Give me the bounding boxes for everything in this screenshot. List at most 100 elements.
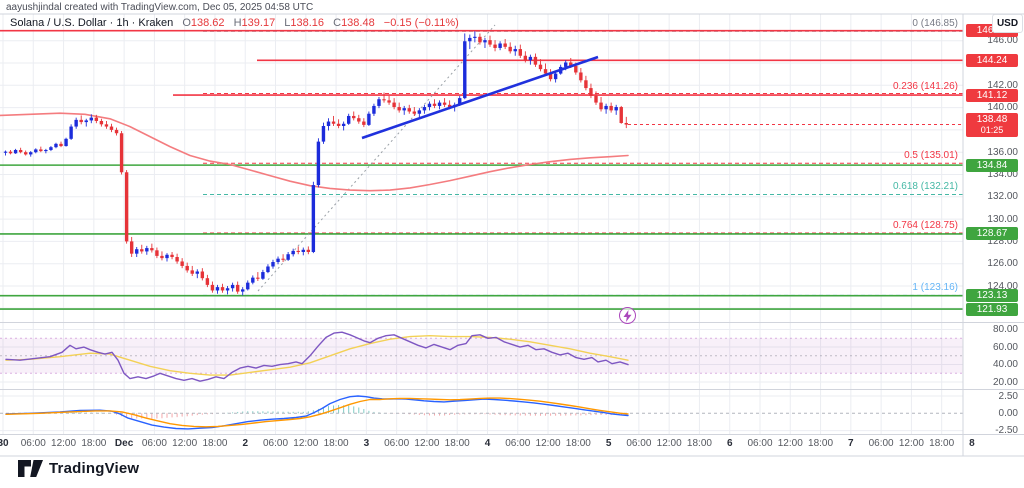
time-axis-label: 12:00 <box>656 438 682 449</box>
candle-body <box>39 149 43 152</box>
time-axis-label: 06:00 <box>263 438 289 449</box>
time-axis-label: 06:00 <box>505 438 531 449</box>
candle-body <box>458 98 462 105</box>
candle-body <box>271 262 275 267</box>
flash-icon[interactable] <box>619 307 636 324</box>
candle-body <box>256 277 260 279</box>
candle-body <box>311 185 316 252</box>
time-axis-label: 12:00 <box>293 438 319 449</box>
time-axis-label: 18:00 <box>444 438 470 449</box>
macd-axis-label: 2.50 <box>998 390 1018 402</box>
candle-body <box>503 43 507 47</box>
candle-body <box>8 151 13 154</box>
candle-body <box>99 120 104 125</box>
price-badge-128.67: 128.67 <box>966 227 1018 241</box>
time-axis-label: 5 <box>605 438 612 449</box>
candle-body <box>468 37 472 42</box>
price-badge-134.84: 134.84 <box>966 158 1018 172</box>
candle-body <box>473 36 477 38</box>
candle-body <box>281 258 285 260</box>
candle-body <box>574 65 578 73</box>
candle-body <box>518 49 522 56</box>
lightning-glyph <box>623 310 632 322</box>
price-axis-label: 146.00 <box>987 35 1018 47</box>
candle-body <box>397 107 401 111</box>
candle-body <box>483 40 487 43</box>
candle-body <box>200 271 205 279</box>
candle-body <box>170 254 174 258</box>
candle-body <box>190 270 194 274</box>
legend[interactable]: Solana / U.S. Dollar · 1h · Kraken O138.… <box>10 17 459 29</box>
price-badge-138.48: 138.48 01:25 <box>966 112 1018 137</box>
currency-toggle-button[interactable]: USD <box>992 14 1023 33</box>
candle-body <box>533 56 538 65</box>
candle-body <box>23 152 28 155</box>
fib-label: 0.764 (128.75) <box>892 220 958 232</box>
candle-body <box>119 133 124 173</box>
candle-body <box>367 113 371 125</box>
candle-body <box>392 102 396 108</box>
candle-body <box>589 88 593 96</box>
candle-body <box>246 282 250 290</box>
candle-body <box>286 254 290 260</box>
candle-body <box>442 102 447 105</box>
candle-body <box>225 288 230 291</box>
open-label: O <box>182 17 191 29</box>
time-axis-label: 3 <box>363 438 370 449</box>
time-axis-label: 2 <box>242 438 249 449</box>
candle-body <box>261 272 265 279</box>
tradingview-logo[interactable]: TradingView <box>18 459 139 478</box>
close-label: C <box>333 17 342 29</box>
time-axis-label: 06:00 <box>626 438 652 449</box>
candle-body <box>235 284 240 292</box>
price-axis-label: 140.00 <box>987 102 1018 114</box>
candle-body <box>584 80 588 89</box>
candle-body <box>18 149 23 153</box>
fib-label: 0 (146.85) <box>912 18 958 30</box>
price-axis-label: 124.00 <box>987 280 1018 292</box>
candle-body <box>341 123 346 126</box>
candle-body <box>437 102 442 106</box>
candle-body <box>346 115 351 124</box>
candle-body <box>266 266 270 273</box>
candle-body <box>604 105 608 110</box>
time-axis-label: 18:00 <box>686 438 712 449</box>
candle-body <box>412 111 417 114</box>
candle-body <box>129 241 134 254</box>
candle-body <box>382 99 386 101</box>
macd-axis-label: 0.00 <box>998 407 1018 419</box>
candle-body <box>59 143 63 147</box>
candle-body <box>195 271 199 274</box>
close-value: 138.48 <box>341 17 375 29</box>
time-axis-label: 18:00 <box>323 438 349 449</box>
candle-body <box>422 107 427 111</box>
price-axis-label: 142.00 <box>987 79 1018 91</box>
candle-body <box>205 278 210 285</box>
candle-body <box>619 107 623 123</box>
high-label: H <box>233 17 242 29</box>
candle-body <box>564 62 568 67</box>
candle-body <box>89 117 93 121</box>
time-axis-label: 18:00 <box>808 438 834 449</box>
candle-body <box>94 117 99 121</box>
candle-body <box>160 255 164 259</box>
time-axis-label: 8 <box>969 438 975 449</box>
candle-body <box>316 141 321 186</box>
candle-body <box>124 172 129 242</box>
rsi-axis-label: 80.00 <box>992 324 1018 336</box>
time-axis-label: 18:00 <box>929 438 955 449</box>
candle-body <box>321 125 326 142</box>
candle-body <box>84 120 88 123</box>
candle-body <box>54 143 58 148</box>
price-badge-123.13: 123.13 <box>966 289 1018 303</box>
candle-body <box>165 254 169 259</box>
time-axis-label: 7 <box>848 438 854 449</box>
candle-body <box>493 44 497 48</box>
candle-body <box>69 126 73 139</box>
time-axis-label: 12:00 <box>535 438 561 449</box>
candle-body <box>624 122 628 125</box>
time-axis-label: 06:00 <box>868 438 894 449</box>
tradingview-wordmark: TradingView <box>49 460 140 477</box>
